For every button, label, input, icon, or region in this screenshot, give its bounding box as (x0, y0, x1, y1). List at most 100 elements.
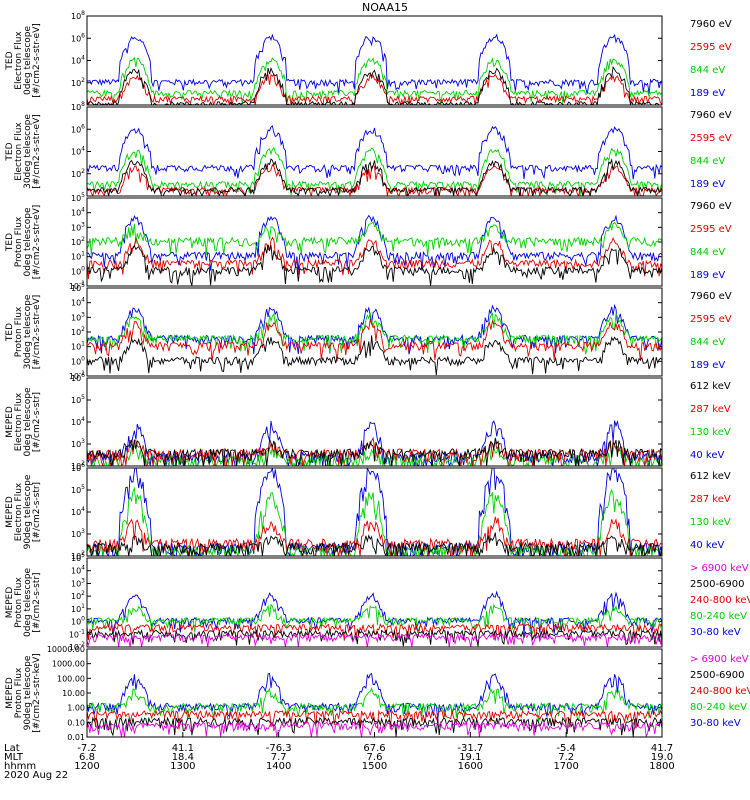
legend-entry: 287 keV (690, 494, 731, 505)
series-line (87, 214, 662, 271)
ytick-label: 103 (71, 438, 85, 449)
time-axis: -7.26.8120041.118.41300-76.37.7140067.67… (4, 732, 675, 781)
panel-frame (86, 377, 663, 467)
xtick-label: 19.1 (459, 752, 481, 763)
panel-ylabel-line: 90deg telescope (23, 474, 33, 549)
xtick-label: 1200 (74, 761, 99, 772)
series-line (87, 318, 662, 362)
legend-entry: 240-800 keV (690, 595, 750, 606)
panel-ylabel-line: Electron Flux (14, 31, 24, 90)
ytick-label: 104 (71, 506, 85, 517)
panel-8: 0.01 0.10 1.00 10.00 100.00 1000.00 10000.00 ME… (5, 645, 750, 742)
panel-ylabel-line: [#/cm2-s-str-keV] (32, 653, 42, 732)
xtick-label: 1300 (170, 761, 195, 772)
xtick-label: -7.2 (77, 743, 97, 754)
legend-entry: 30-80 keV (690, 627, 741, 638)
legend-entry: 40 keV (690, 450, 724, 461)
series-line (87, 623, 662, 641)
ytick-label: 100 (71, 355, 85, 366)
ytick-label: 102 (71, 77, 85, 88)
ytick-label: 108 (71, 101, 85, 112)
panel-ylabel-line: [#/cm2-s-str-eV] (32, 23, 42, 98)
legend-entry: 7960 eV (690, 110, 732, 121)
legend-entry: 7960 eV (690, 19, 732, 30)
series-line (87, 65, 662, 105)
legend-entry: 844 eV (690, 247, 725, 258)
ytick-label: 100 (71, 616, 85, 627)
ytick-label: 0.10 (67, 718, 85, 727)
panel-ylabel-line: [#/cm2-s-str] (32, 572, 42, 632)
ytick-label: 102 (71, 326, 85, 337)
panel-ylabel-line: 0deg telescope (23, 568, 33, 638)
panel-ylabel-line: 0deg telescope (23, 387, 33, 457)
panel-ylabel-line: [#/cm2-s-str-eV] (32, 114, 42, 189)
ytick-label: 102 (71, 168, 85, 179)
panel-frame (86, 467, 663, 557)
panel-1: 102 104 106 108 TED Electron Flux 0deg telesco… (5, 10, 732, 106)
ytick-label: 108 (71, 10, 85, 21)
xtick-label: 1800 (649, 761, 674, 772)
series-line (87, 56, 662, 105)
legend-entry: 80-240 keV (690, 611, 747, 622)
panel-frame (86, 287, 663, 377)
panel-ylabel-line: Proton Flux (14, 667, 24, 718)
ytick-label: 1000.00 (52, 660, 85, 669)
panel-ylabel-line: Proton Flux (14, 216, 24, 267)
ytick-label: 104 (71, 146, 85, 157)
panel-ylabel-line: [#/cm2-s-str] (32, 392, 42, 452)
series-line (87, 590, 662, 635)
panel-ylabel-line: MEPED (5, 587, 15, 619)
ytick-label: 100 (71, 265, 85, 276)
panel-ylabel-line: [#/cm2-s-str] (32, 482, 42, 542)
xaxis-row-label: Lat (4, 743, 20, 754)
series-line (87, 158, 662, 196)
panel-3: 10-1 100 101 102 103 104 105 TED Proton Flux 0deg… (5, 192, 732, 291)
panel-ylabel-line: MEPED (5, 496, 15, 528)
legend-entry: 189 eV (690, 270, 725, 281)
ytick-label: 101 (71, 603, 85, 614)
xtick-label: 1600 (458, 761, 483, 772)
legend-entry: 240-800 keV (690, 686, 750, 697)
legend-entry: 189 eV (690, 179, 725, 190)
date-label: 2020 Aug 22 (4, 770, 68, 781)
legend-entry: 40 keV (690, 540, 724, 551)
series-line (87, 720, 662, 737)
panel-4: 10-1 100 101 102 103 104 105 TED Proton Flux 30de… (5, 282, 732, 381)
xtick-label: 6.8 (79, 752, 95, 763)
ytick-label: 105 (71, 394, 85, 405)
legend-entry: 130 keV (690, 517, 731, 528)
ytick-label: 10-1 (69, 628, 85, 639)
legend-entry: 844 eV (690, 337, 725, 348)
xaxis-row-label: hhmm (4, 761, 36, 772)
ytick-label: 105 (71, 552, 85, 563)
series-line (87, 603, 662, 636)
series-line (87, 628, 662, 647)
xtick-label: 7.6 (367, 752, 383, 763)
series-line (87, 687, 662, 723)
ytick-label: 106 (71, 32, 85, 43)
xaxis-row-label: MLT (4, 752, 24, 763)
xtick-label: 7.2 (558, 752, 574, 763)
panel-frame (86, 15, 663, 106)
panel-frame (86, 106, 663, 197)
ytick-label: 0.01 (67, 733, 85, 742)
panel-ylabel-line: 30deg telescope (23, 114, 33, 189)
ytick-label: 101 (71, 251, 85, 262)
ytick-label: 103 (71, 528, 85, 539)
ytick-label: 103 (71, 221, 85, 232)
xtick-label: -31.7 (457, 743, 483, 754)
series-line (87, 437, 662, 466)
panel-ylabel-line: TED (5, 233, 15, 252)
panel-ylabel-line: 30deg telescope (23, 294, 33, 369)
ytick-label: 105 (71, 192, 85, 203)
ytick-label: 102 (71, 236, 85, 247)
legend-entry: 2595 eV (690, 224, 732, 235)
series-line (87, 516, 662, 556)
legend-entry: 2595 eV (690, 42, 732, 53)
series-line (87, 312, 662, 355)
xtick-label: 1400 (266, 761, 291, 772)
ytick-label: 102 (71, 550, 85, 561)
series-line (87, 436, 662, 466)
series-line (87, 709, 662, 730)
